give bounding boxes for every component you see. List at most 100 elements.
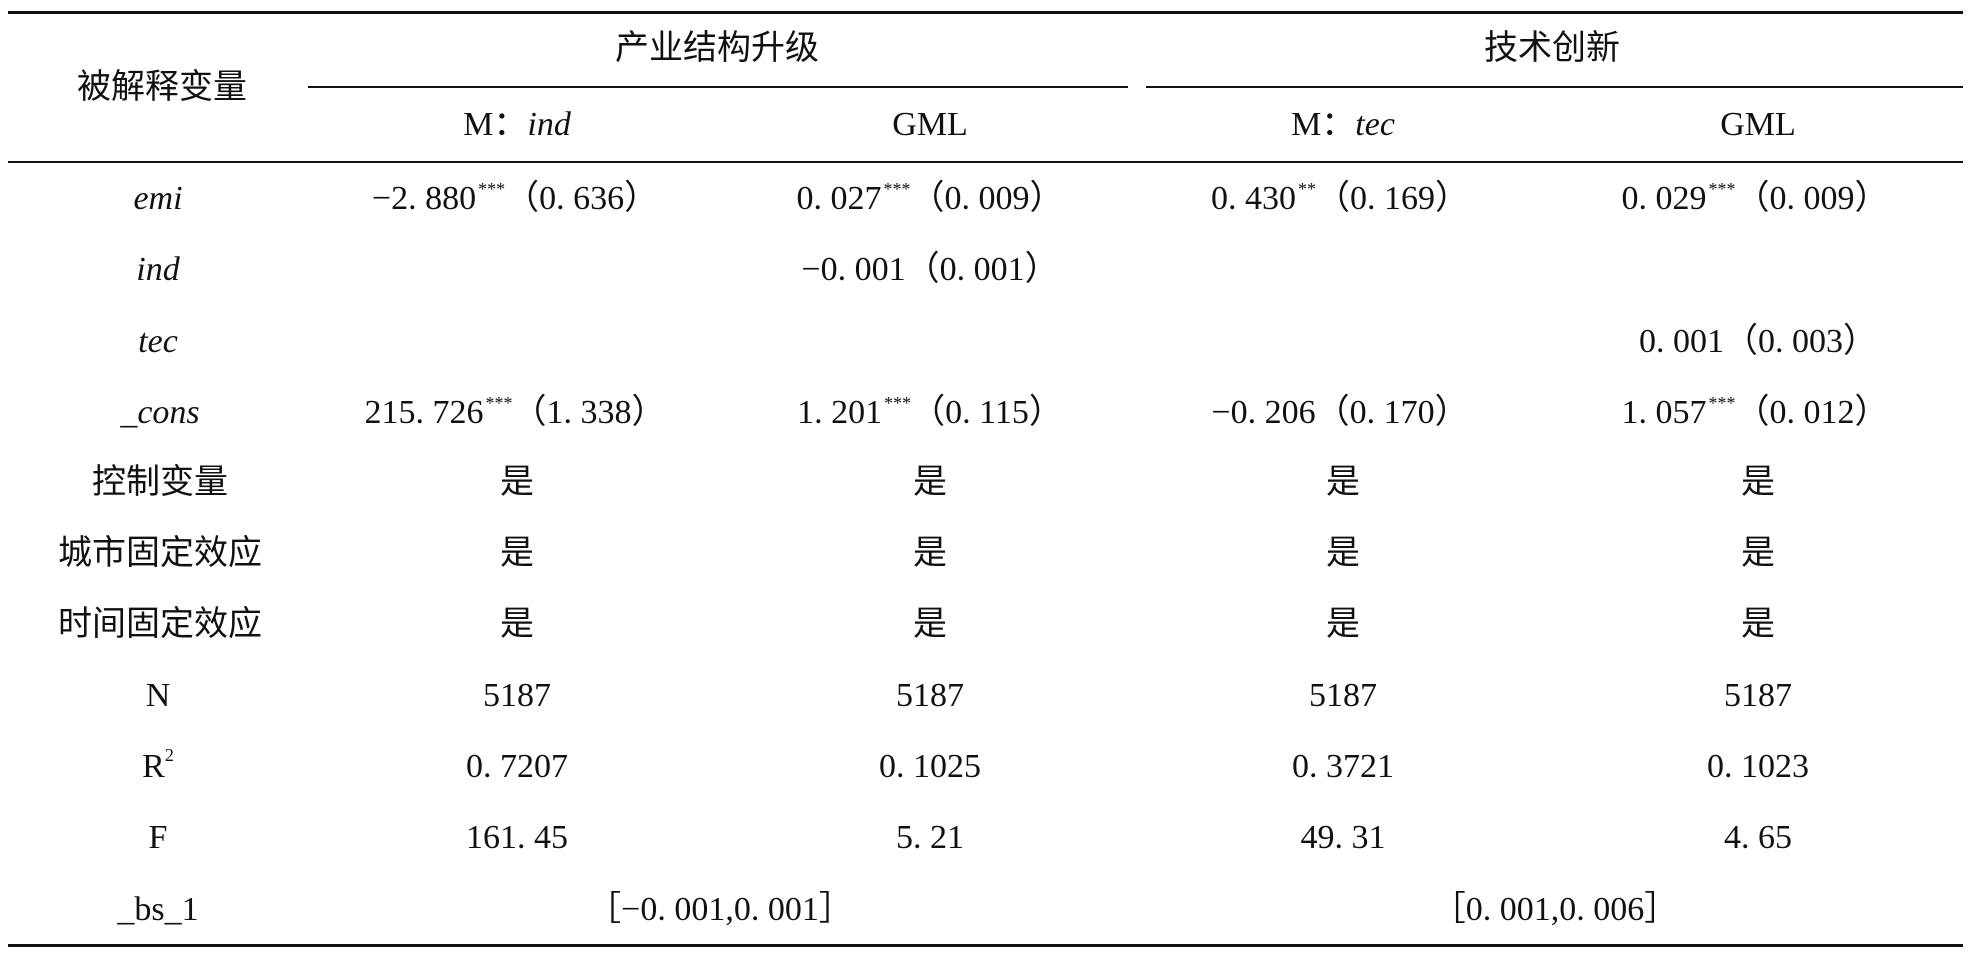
cell-bs1-group1: ［−0. 001,0. 001］ (587, 891, 853, 928)
cell-controls-c2: 是 (913, 464, 947, 501)
coef-with-se: −0. 001（0. 001） (801, 251, 1059, 288)
row-label-bs1: _bs_1 (117, 893, 198, 927)
top-rule (8, 11, 1963, 14)
row-label-text: 城市固定效应 (58, 535, 262, 572)
col-header-1: M：ind (463, 108, 571, 142)
cell-emi-c1: −2. 880 ***（0. 636） (371, 179, 659, 217)
col-header-2: GML (892, 108, 968, 142)
cell-time-fe-c4: 是 (1741, 606, 1775, 643)
group1-underline (308, 86, 1128, 88)
cell-cons-c3: −0. 206（0. 170） (1211, 396, 1468, 430)
col1-var: ind (527, 106, 571, 143)
cell-emi-c4: 0. 029 ***（0. 009） (1621, 179, 1889, 217)
coef: −2. 880 (371, 180, 477, 217)
cell-emi-c3: 0. 430 **（0. 169） (1211, 179, 1469, 217)
group-header-tech-innovation: 技术创新 (1484, 32, 1620, 66)
col-header-3: M：tec (1291, 108, 1395, 142)
coef: 215. 726 (364, 394, 484, 431)
std-error: （0. 115） (911, 394, 1063, 431)
col3-prefix: M： (1291, 106, 1356, 143)
cell-emi-c2: 0. 027 ***（0. 009） (796, 180, 1064, 217)
row-label-n: N (146, 679, 171, 713)
row-label-time-fe: 时间固定效应 (58, 608, 262, 642)
col-header-4: GML (1720, 108, 1796, 142)
coef: 0. 027 (796, 180, 882, 217)
row-label-text: N (145, 677, 171, 714)
sig-stars: *** (478, 179, 506, 199)
row-label-text: 时间固定效应 (58, 606, 262, 643)
cell-controls-c4: 是 (1741, 464, 1775, 501)
row-label-text: _bs_1 (117, 891, 199, 928)
std-error: （0. 009） (1735, 180, 1889, 217)
row-label-f: F (149, 821, 168, 855)
cell-tec-c4: 0. 001（0. 003） (1639, 325, 1877, 359)
row-label-text: F (148, 819, 168, 856)
row-label-r2: R2 (142, 746, 174, 785)
row-label-text: tec (138, 323, 178, 360)
cell-n-c3: 5187 (1309, 677, 1377, 714)
cell-city-fe-c1: 是 (500, 535, 534, 572)
cell-controls-c1: 是 (500, 464, 534, 501)
row-label-header: 被解释变量 (77, 71, 247, 105)
std-error: （0. 009） (910, 180, 1064, 217)
coef: 0. 029 (1621, 180, 1707, 217)
header-rule (8, 161, 1963, 163)
coef: 1. 057 (1621, 394, 1707, 431)
cell-r2-c2: 0. 1025 (879, 748, 981, 785)
cell-f-c3: 49. 31 (1300, 819, 1386, 856)
col2-text: GML (892, 106, 968, 143)
row-label-cons: _cons (120, 396, 199, 430)
cell-time-fe-c1: 是 (500, 606, 534, 643)
superscript: 2 (164, 745, 174, 765)
bottom-rule (8, 944, 1963, 947)
std-error: （0. 012） (1735, 394, 1889, 431)
cell-cons-c4: 1. 057 ***（0. 012） (1621, 393, 1889, 431)
sig-stars: *** (1708, 179, 1736, 199)
cell-ind-c2: −0. 001（0. 001） (801, 253, 1058, 287)
cell-n-c2: 5187 (896, 677, 964, 714)
cell-time-fe-c2: 是 (913, 606, 947, 643)
coef: 0. 430 (1211, 180, 1296, 217)
cell-r2-c1: 0. 7207 (466, 748, 568, 785)
sig-stars: *** (485, 393, 513, 413)
sig-stars: *** (1708, 393, 1736, 413)
row-label-tec: tec (138, 325, 178, 359)
cell-r2-c4: 0. 1023 (1707, 748, 1809, 785)
cell-n-c1: 5187 (483, 677, 551, 714)
cell-city-fe-c4: 是 (1741, 535, 1775, 572)
cell-time-fe-c3: 是 (1326, 606, 1360, 643)
row-label-controls: 控制变量 (92, 466, 228, 500)
cell-f-c2: 5. 21 (896, 819, 964, 856)
col4-text: GML (1720, 106, 1796, 143)
group2-underline (1146, 86, 1963, 88)
cell-n-c4: 5187 (1724, 677, 1792, 714)
group-header-industrial-upgrade: 产业结构升级 (615, 32, 819, 66)
cell-bs1-group2: ［0. 001,0. 006］ (1431, 891, 1679, 928)
cell-controls-c3: 是 (1326, 464, 1360, 501)
cell-city-fe-c2: 是 (913, 535, 947, 572)
col1-prefix: M： (463, 106, 528, 143)
coef: 1. 201 (797, 394, 883, 431)
coef-with-se: −0. 206（0. 170） (1211, 394, 1469, 431)
group1-text: 产业结构升级 (615, 30, 819, 67)
row-label-text: emi (133, 180, 183, 217)
row-label-emi: emi (133, 182, 182, 216)
row-label-text: R (142, 748, 165, 785)
row-label-text: 控制变量 (92, 464, 228, 501)
cell-f-c1: 161. 45 (466, 819, 568, 856)
std-error: （1. 338） (512, 394, 666, 431)
row-label-ind: ind (136, 253, 179, 287)
cell-cons-c1: 215. 726 ***（1. 338） (364, 393, 666, 431)
group2-text: 技术创新 (1484, 30, 1620, 67)
sig-stars: *** (884, 393, 912, 413)
cell-cons-c2: 1. 201 ***（0. 115） (797, 393, 1063, 431)
std-error: （0. 636） (505, 180, 659, 217)
cell-f-c4: 4. 65 (1724, 819, 1792, 856)
cell-r2-c3: 0. 3721 (1292, 748, 1394, 785)
sig-stars: ** (1298, 179, 1316, 199)
std-error: （0. 169） (1316, 180, 1469, 217)
coef-with-se: 0. 001（0. 003） (1639, 323, 1877, 360)
cell-city-fe-c3: 是 (1326, 535, 1360, 572)
row-label-text: _cons (120, 394, 200, 431)
